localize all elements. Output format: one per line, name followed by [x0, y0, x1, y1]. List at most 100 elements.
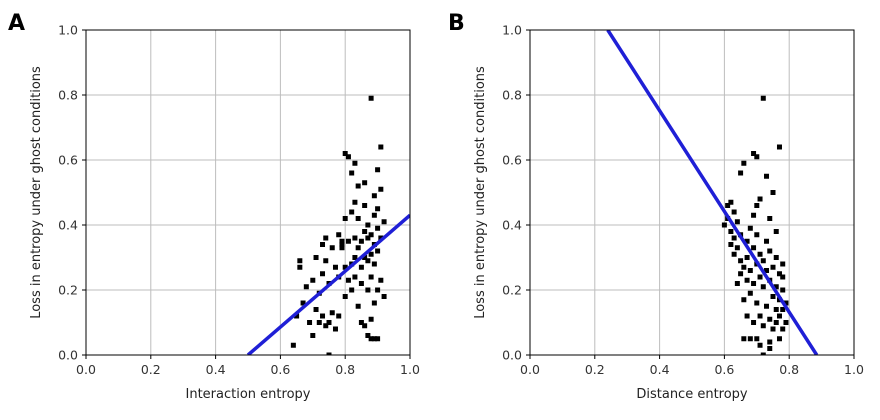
- scatter-point: [734, 219, 740, 225]
- scatter-point: [323, 235, 329, 241]
- scatter-point: [375, 248, 381, 254]
- scatter-point: [358, 281, 364, 286]
- scatter-point: [355, 183, 361, 189]
- scatter-point: [362, 229, 368, 234]
- x-tick-label: 0.6: [270, 362, 290, 377]
- scatter-point: [329, 245, 335, 251]
- scatter-point: [365, 235, 371, 241]
- scatter-point: [783, 300, 789, 306]
- scatter-point: [738, 271, 744, 277]
- x-axis-label: Interaction entropy: [186, 387, 311, 402]
- scatter-point: [358, 320, 364, 325]
- scatter-point: [307, 320, 313, 325]
- scatter-point: [336, 232, 342, 238]
- scatter-point: [303, 284, 309, 290]
- scatter-point: [744, 313, 750, 319]
- scatter-point: [345, 277, 351, 283]
- scatter-point: [780, 261, 786, 267]
- scatter-point: [767, 339, 773, 345]
- scatter-point: [744, 238, 750, 244]
- scatter-point: [747, 290, 753, 296]
- scatter-point: [362, 180, 368, 186]
- scatter-point: [760, 258, 766, 264]
- scatter-point: [754, 336, 760, 342]
- scatter-point: [323, 323, 329, 329]
- x-tick-label: 1.0: [400, 362, 420, 377]
- scatter-point: [741, 336, 747, 342]
- scatter-point: [776, 271, 782, 277]
- scatter-point: [375, 336, 381, 342]
- y-tick-label: 0.4: [58, 218, 78, 233]
- scatter-point: [773, 255, 779, 260]
- scatter-point: [358, 264, 364, 270]
- scatter-point: [731, 235, 737, 241]
- scatter-point: [744, 277, 750, 283]
- scatter-point: [378, 277, 384, 283]
- scatter-point: [290, 342, 296, 348]
- scatter-point: [721, 222, 727, 228]
- scatter-point: [757, 274, 763, 280]
- scatter-point: [371, 193, 377, 199]
- scatter-point: [294, 313, 300, 319]
- scatter-point: [362, 255, 368, 260]
- scatter-point: [754, 154, 760, 160]
- y-tick-label: 0.2: [502, 283, 522, 298]
- scatter-point: [368, 251, 374, 257]
- y-tick-label: 0.8: [58, 88, 78, 103]
- x-tick-label: 0.4: [650, 362, 670, 377]
- scatter-point: [355, 303, 361, 309]
- y-tick-label: 0.6: [502, 153, 522, 168]
- scatter-point: [326, 352, 332, 355]
- scatter-point: [767, 216, 773, 221]
- x-tick-label: 0.8: [779, 362, 799, 377]
- fit-line: [246, 213, 410, 355]
- scatter-point: [728, 199, 734, 205]
- scatter-point: [323, 258, 329, 264]
- scatter-point: [358, 238, 364, 244]
- y-tick-label: 0.0: [58, 348, 78, 363]
- scatter-point: [378, 186, 384, 192]
- scatter-point: [313, 255, 319, 260]
- scatter-point: [757, 342, 763, 348]
- scatter-point: [342, 216, 348, 221]
- scatter-point: [300, 300, 306, 306]
- scatter-point: [760, 323, 766, 329]
- scatter-point: [381, 219, 387, 225]
- panel-letter: B: [448, 11, 465, 36]
- scatter-point: [352, 235, 358, 241]
- scatter-point: [332, 264, 338, 270]
- scatter-point: [378, 144, 384, 150]
- scatter-point: [731, 209, 737, 215]
- y-tick-label: 0.6: [58, 153, 78, 168]
- scatter-point: [741, 264, 747, 270]
- scatter-point: [751, 245, 757, 251]
- scatter-point: [310, 277, 316, 283]
- scatter-point: [316, 320, 322, 325]
- x-tick-label: 0.4: [206, 362, 226, 377]
- fit-line: [606, 30, 819, 355]
- scatter-point: [773, 229, 779, 234]
- y-tick-label: 0.2: [58, 283, 78, 298]
- y-tick-label: 0.8: [502, 88, 522, 103]
- scatter-points: [290, 95, 387, 355]
- scatter-point: [744, 255, 750, 260]
- scatter-point: [738, 170, 744, 176]
- y-tick-label: 0.0: [502, 348, 522, 363]
- scatter-point: [770, 294, 776, 299]
- scatter-point: [764, 303, 770, 309]
- y-tick-label: 1.0: [502, 23, 522, 38]
- scatter-point: [352, 255, 358, 260]
- scatter-point: [332, 326, 338, 332]
- scatter-point: [375, 287, 381, 293]
- scatter-point: [329, 310, 335, 316]
- scatter-point: [754, 232, 760, 238]
- scatter-point: [754, 300, 760, 306]
- x-tick-label: 0.0: [76, 362, 96, 377]
- scatter-point: [339, 245, 345, 251]
- scatter-point: [767, 316, 773, 322]
- plot-frame: [529, 29, 855, 356]
- scatter-point: [365, 287, 371, 293]
- x-tick-label: 1.0: [844, 362, 864, 377]
- scatter-point: [297, 258, 303, 264]
- scatter-point: [339, 238, 345, 244]
